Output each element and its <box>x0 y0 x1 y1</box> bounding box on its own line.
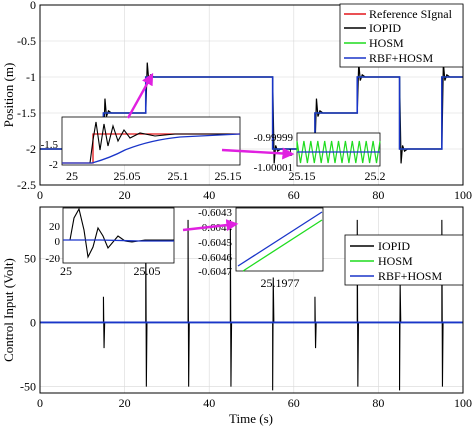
legend-label-hosm: HOSM <box>369 36 404 50</box>
inset1-xtick-4: 25.15 <box>215 169 242 183</box>
top-ytick-label: -2.5 <box>17 178 36 192</box>
inset-rbf-hosm-line <box>62 133 241 164</box>
legend2-label-hosm: HOSM <box>378 254 413 268</box>
bottom-inset1-xtick-2: 25.05 <box>134 264 161 278</box>
inset-iopid-line <box>62 121 240 164</box>
bottom-y-ticks: 50 0 -50 <box>20 251 36 393</box>
bottom-inset1-iopid-line <box>63 207 174 259</box>
top-ytick-label: 0 <box>30 0 36 12</box>
bottom-inset1-ytick-3: -20 <box>45 253 60 265</box>
top-legend: Reference SIgnal IOPID HOSM RBF+HOSM <box>339 3 464 68</box>
top-xtick-label: 60 <box>288 188 300 202</box>
legend-label-iopid: IOPID <box>369 21 401 35</box>
top-ytick-label: -1.5 <box>17 106 36 120</box>
bottom-y-axis-label: Control Input (Volt) <box>1 258 16 362</box>
legend2-label-rbf-hosm: RBF+HOSM <box>378 269 442 283</box>
top-xtick-label: 20 <box>119 188 131 202</box>
bottom-xtick-label: 80 <box>372 396 384 410</box>
top-panel: 0 -0.5 -1 -1.5 -2 -2.5 0 20 40 60 80 100 Position … <box>1 0 472 202</box>
bottom-inset2-xtick-1: 25.1977 <box>261 276 300 290</box>
bottom-inset2-ytick-1: -0.6043 <box>198 207 232 219</box>
top-axes-box <box>39 4 464 186</box>
legend-label-rbf-hosm: RBF+HOSM <box>369 51 433 65</box>
top-ytick-label: -2 <box>26 142 36 156</box>
top-ytick-label: -1 <box>26 70 36 84</box>
legend2-label-iopid: IOPID <box>378 239 410 253</box>
top-xtick-label: 0 <box>37 188 43 202</box>
inset2-ytick-1: -0.99999 <box>254 132 294 144</box>
inset1-ytick-2: -2 <box>49 159 58 171</box>
top-inset-steady: -0.99999 -1 -1.00001 25.15 25.2 <box>254 132 386 183</box>
bottom-xtick-label: 60 <box>288 396 300 410</box>
bottom-inset-steady: -0.6043 -0.6044 -0.6045 -0.6046 -0.6047 … <box>198 207 324 290</box>
bottom-inset1-ytick-1: 20 <box>49 221 61 233</box>
top-xtick-label: 80 <box>372 188 384 202</box>
bottom-inset-transient: 20 0 -20 25 25.05 <box>45 207 175 278</box>
bottom-inset2-ytick-4: -0.6046 <box>198 252 232 264</box>
top-y-ticks: 0 -0.5 -1 -1.5 -2 -2.5 <box>17 0 36 192</box>
bottom-axes-box <box>39 206 464 394</box>
bottom-ytick-label: -50 <box>20 380 36 394</box>
zoom-arrow-1 <box>126 72 154 119</box>
zoom-arrow-2 <box>221 147 295 160</box>
bottom-ytick-label: 50 <box>24 251 36 265</box>
inset1-xtick-2: 25.05 <box>114 169 141 183</box>
inset2-xtick-2: 25.2 <box>365 169 386 183</box>
top-x-ticks: 0 20 40 60 80 100 <box>37 188 472 202</box>
top-xtick-label: 100 <box>454 188 472 202</box>
legend-label-reference: Reference SIgnal <box>369 7 453 21</box>
inset1-xtick-1: 25 <box>66 169 78 183</box>
top-inset-transient: -1.5 -2 25 25.05 25.1 25.15 <box>41 116 242 183</box>
inset2-xtick-1: 25.15 <box>289 169 316 183</box>
top-xtick-label: 40 <box>203 188 215 202</box>
bottom-legend: IOPID HOSM RBF+HOSM <box>344 234 464 286</box>
bottom-x-ticks: 0 20 40 60 80 100 <box>37 396 472 410</box>
bottom-ytick-label: 0 <box>30 315 36 329</box>
bottom-inset2-ytick-5: -0.6047 <box>198 266 232 278</box>
bottom-xtick-label: 20 <box>119 396 131 410</box>
inset1-xtick-3: 25.1 <box>168 169 189 183</box>
zoom-arrow-3 <box>182 219 239 232</box>
bottom-xtick-label: 40 <box>203 396 215 410</box>
bottom-inset1-rbf-hosm-line <box>63 239 174 242</box>
inset2-ytick-3: -1.00001 <box>254 162 293 174</box>
bottom-x-axis-label: Time (s) <box>229 411 273 426</box>
bottom-inset2-rbf-hosm-line <box>237 211 323 267</box>
bottom-inset2-ytick-3: -0.6045 <box>198 237 232 249</box>
bottom-inset2-hosm-line <box>242 219 323 272</box>
top-y-axis-label: Position (m) <box>1 63 16 128</box>
bottom-xtick-label: 0 <box>37 396 43 410</box>
top-ytick-label: -0.5 <box>17 34 36 48</box>
bottom-panel: 500-50 0 20 40 60 80 100 Control Input (Volt)… <box>1 206 472 426</box>
bottom-inset1-ytick-2: 0 <box>55 236 61 248</box>
bottom-inset1-xtick-1: 25 <box>60 264 72 278</box>
bottom-xtick-label: 100 <box>454 396 472 410</box>
inset1-ytick-1: -1.5 <box>41 139 59 151</box>
